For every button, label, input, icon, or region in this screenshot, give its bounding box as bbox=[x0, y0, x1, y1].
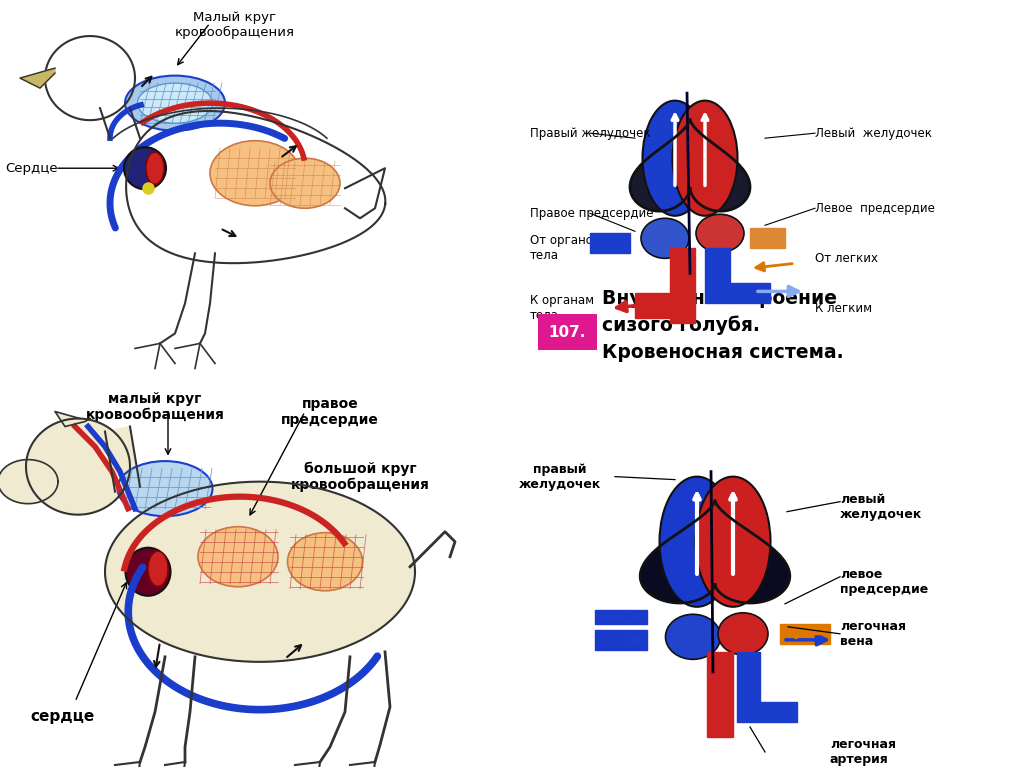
Text: Правый желудочек: Правый желудочек bbox=[530, 127, 650, 140]
Polygon shape bbox=[126, 111, 385, 263]
Ellipse shape bbox=[696, 214, 744, 252]
Polygon shape bbox=[345, 168, 385, 219]
Polygon shape bbox=[590, 233, 630, 253]
Ellipse shape bbox=[125, 76, 225, 130]
Polygon shape bbox=[670, 249, 695, 324]
Ellipse shape bbox=[137, 83, 213, 123]
Ellipse shape bbox=[124, 147, 166, 189]
Text: сердце: сердце bbox=[30, 709, 94, 725]
Polygon shape bbox=[737, 652, 760, 722]
Polygon shape bbox=[595, 630, 647, 650]
Text: Правое предсердие: Правое предсердие bbox=[530, 207, 653, 220]
FancyBboxPatch shape bbox=[538, 314, 597, 351]
Text: Внутреннее строение: Внутреннее строение bbox=[602, 289, 837, 308]
Polygon shape bbox=[105, 482, 415, 662]
Polygon shape bbox=[100, 108, 140, 138]
Text: От легких: От легких bbox=[815, 252, 878, 265]
Text: большой круг
кровообращения: большой круг кровообращения bbox=[291, 462, 429, 492]
Text: сизого голубя.: сизого голубя. bbox=[602, 316, 760, 335]
Polygon shape bbox=[707, 652, 733, 737]
Ellipse shape bbox=[695, 476, 770, 607]
Ellipse shape bbox=[118, 461, 213, 516]
Text: Сердце: Сердце bbox=[5, 162, 57, 175]
Ellipse shape bbox=[288, 533, 362, 591]
Text: левый
желудочек: левый желудочек bbox=[840, 492, 923, 521]
Polygon shape bbox=[635, 294, 670, 318]
Text: 107.: 107. bbox=[548, 325, 586, 340]
Polygon shape bbox=[760, 702, 797, 722]
Ellipse shape bbox=[270, 158, 340, 209]
Polygon shape bbox=[705, 249, 730, 304]
Text: Кровеносная система.: Кровеносная система. bbox=[602, 343, 844, 362]
Ellipse shape bbox=[210, 140, 300, 206]
Text: Левое  предсердие: Левое предсердие bbox=[815, 202, 935, 215]
Ellipse shape bbox=[126, 548, 171, 596]
Text: Левый  желудочек: Левый желудочек bbox=[815, 127, 932, 140]
Ellipse shape bbox=[666, 614, 721, 660]
Text: правое
предсердие: правое предсердие bbox=[281, 397, 379, 426]
Polygon shape bbox=[20, 68, 55, 88]
Text: малый круг
кровообращения: малый круг кровообращения bbox=[86, 391, 224, 422]
Polygon shape bbox=[45, 36, 135, 120]
Text: легочная
вена: легочная вена bbox=[840, 620, 906, 648]
Polygon shape bbox=[750, 229, 785, 249]
Ellipse shape bbox=[673, 100, 737, 216]
Text: К легким: К легким bbox=[815, 302, 872, 315]
Text: К органам
тела: К органам тела bbox=[530, 295, 594, 322]
Ellipse shape bbox=[198, 527, 278, 587]
Text: От органов
тела: От органов тела bbox=[530, 235, 600, 262]
Polygon shape bbox=[26, 419, 130, 515]
Ellipse shape bbox=[659, 476, 734, 607]
Text: Малый круг
кровообращения: Малый круг кровообращения bbox=[175, 11, 295, 39]
Polygon shape bbox=[640, 500, 790, 603]
Text: легочная
артерия: легочная артерия bbox=[830, 738, 896, 766]
Polygon shape bbox=[55, 412, 90, 426]
Ellipse shape bbox=[642, 100, 708, 216]
Polygon shape bbox=[105, 426, 140, 492]
Text: правый
желудочек: правый желудочек bbox=[519, 463, 601, 491]
Polygon shape bbox=[0, 459, 58, 504]
Ellipse shape bbox=[146, 152, 164, 184]
Ellipse shape bbox=[718, 613, 768, 655]
Ellipse shape bbox=[148, 551, 168, 586]
Ellipse shape bbox=[641, 219, 689, 258]
Polygon shape bbox=[780, 624, 830, 644]
Text: левое
предсердие: левое предсердие bbox=[840, 568, 928, 596]
Polygon shape bbox=[730, 283, 770, 304]
Polygon shape bbox=[595, 610, 647, 624]
Polygon shape bbox=[630, 119, 750, 211]
